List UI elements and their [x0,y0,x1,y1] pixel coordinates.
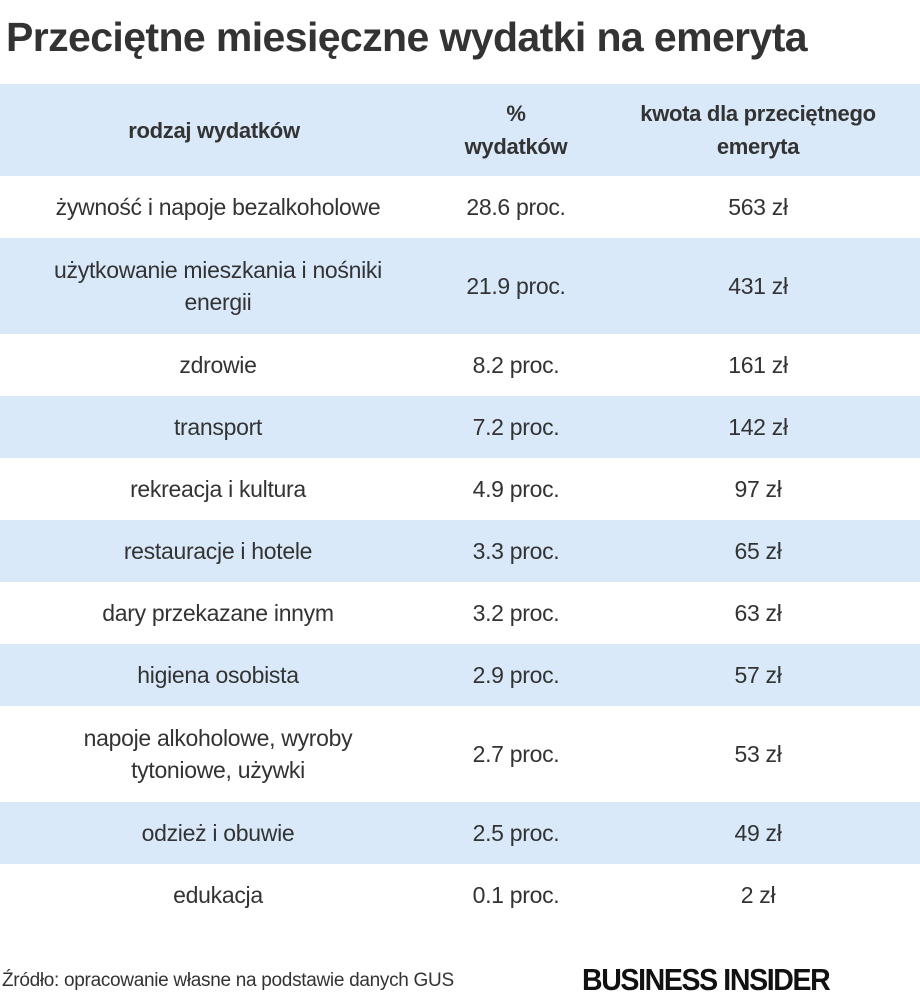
table-row: zdrowie 8.2 proc. 161 zł [0,334,920,396]
row-percent: 28.6 proc. [466,194,566,220]
table-row: żywność i napoje bezalkoholowe 28.6 proc… [0,176,920,238]
row-amount: 431 zł [728,273,788,299]
row-amount: 563 zł [728,194,788,220]
row-category: higiena osobista [137,662,299,688]
row-category: transport [173,414,263,440]
row-percent: 3.2 proc. [472,600,560,626]
row-category: użytkowanie mieszkania i nośniki energii [54,257,382,315]
row-category: odzież i obuwie [141,820,295,846]
row-percent: 21.9 proc. [466,273,566,299]
row-category: rekreacja i kultura [130,476,306,502]
row-percent: 3.3 proc. [472,538,560,564]
row-percent: 0.1 proc. [472,882,560,908]
table-row: restauracje i hotele 3.3 proc. 65 zł [0,520,920,582]
row-amount: 97 zł [734,476,782,502]
source-note: Źródło: opracowanie własne na podstawie … [2,970,454,991]
row-category: dary przekazane innym [102,600,334,626]
table-header-row: rodzaj wydatków % wydatków kwota dla prz… [0,84,920,176]
row-amount: 142 zł [728,414,788,440]
row-percent: 2.5 proc. [472,820,560,846]
row-amount: 63 zł [734,600,782,626]
table-row: napoje alkoholowe, wyroby tytoniowe, uży… [0,706,920,802]
row-category: zdrowie [179,352,257,378]
row-amount: 57 zł [734,662,782,688]
table-row: higiena osobista 2.9 proc. 57 zł [0,644,920,706]
row-percent: 4.9 proc. [472,476,560,502]
row-category: żywność i napoje bezalkoholowe [55,194,381,220]
business-insider-logo: BUSINESS INSIDER [582,962,831,997]
row-amount: 2 zł [740,882,776,908]
expenses-table: rodzaj wydatków % wydatków kwota dla prz… [0,84,920,926]
header-amount-line2: emeryta [716,134,800,159]
header-amount-line1: kwota dla przeciętnego [640,101,876,126]
page-title: Przeciętne miesięczne wydatki na emeryta [6,14,808,60]
header-percent-line2: wydatków [464,134,568,159]
table-row: użytkowanie mieszkania i nośniki energii… [0,238,920,334]
table-row: transport 7.2 proc. 142 zł [0,396,920,458]
row-percent: 8.2 proc. [472,352,560,378]
row-amount: 65 zł [734,538,782,564]
row-percent: 2.9 proc. [472,662,560,688]
table-row: edukacja 0.1 proc. 2 zł [0,864,920,926]
header-category: rodzaj wydatków [128,117,300,143]
row-amount: 161 zł [728,352,788,378]
row-percent: 2.7 proc. [472,741,560,767]
header-amount: kwota dla przeciętnego emeryta [596,97,920,163]
row-amount: 49 zł [734,820,782,846]
row-category: napoje alkoholowe, wyroby tytoniowe, uży… [83,725,353,783]
table-row: rekreacja i kultura 4.9 proc. 97 zł [0,458,920,520]
header-percent-line1: % [506,101,526,126]
row-category: restauracje i hotele [123,538,313,564]
row-percent: 7.2 proc. [472,414,560,440]
row-category: edukacja [173,882,263,908]
table-row: dary przekazane innym 3.2 proc. 63 zł [0,582,920,644]
table-row: odzież i obuwie 2.5 proc. 49 zł [0,802,920,864]
row-amount: 53 zł [734,741,782,767]
header-percent: % wydatków [436,97,596,163]
